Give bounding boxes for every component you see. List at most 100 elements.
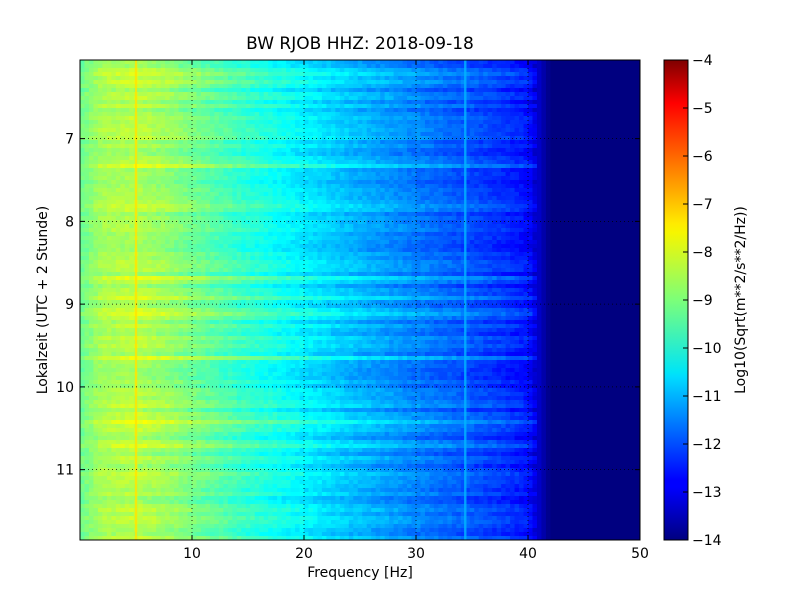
heatmap-cell: [93, 68, 99, 73]
heatmap-cell: [321, 96, 327, 101]
heatmap-cell: [433, 184, 439, 189]
heatmap-cell: [631, 152, 637, 157]
heatmap-cell: [532, 60, 538, 65]
heatmap-cell: [532, 112, 538, 117]
heatmap-cell: [178, 152, 184, 157]
heatmap-cell: [254, 92, 260, 97]
heatmap-cell: [429, 208, 435, 213]
heatmap-cell: [375, 92, 381, 97]
heatmap-cell: [617, 88, 623, 93]
heatmap-cell: [254, 152, 260, 157]
heatmap-cell: [80, 84, 86, 89]
heatmap-cell: [595, 84, 601, 89]
heatmap-cell: [80, 200, 86, 205]
heatmap-cell: [362, 76, 368, 81]
heatmap-cell: [581, 80, 587, 85]
heatmap-cell: [200, 132, 207, 137]
heatmap-cell: [344, 208, 350, 213]
heatmap-cell: [147, 112, 153, 117]
heatmap-cell: [528, 204, 534, 209]
heatmap-cell: [599, 80, 605, 85]
heatmap-cell: [586, 120, 592, 125]
heatmap-cell: [147, 176, 153, 181]
heatmap-cell: [281, 172, 287, 177]
heatmap-cell: [330, 108, 336, 113]
heatmap-cell: [496, 104, 502, 109]
heatmap-cell: [420, 88, 426, 93]
heatmap-cell: [523, 80, 529, 85]
heatmap-cell: [156, 88, 162, 93]
heatmap-cell: [317, 80, 323, 85]
heatmap-cell: [604, 180, 610, 185]
heatmap-cell: [460, 88, 466, 93]
heatmap-cell: [572, 132, 578, 137]
heatmap-cell: [366, 128, 372, 133]
heatmap-cell: [183, 112, 189, 117]
heatmap-cell: [192, 92, 198, 97]
heatmap-cell: [187, 76, 193, 81]
heatmap-cell: [348, 80, 354, 85]
heatmap-cell: [286, 168, 292, 173]
heatmap-cell: [635, 156, 640, 161]
heatmap-cell: [286, 164, 292, 169]
heatmap-cell: [250, 192, 256, 197]
heatmap-cell: [281, 108, 287, 113]
heatmap-cell: [353, 140, 359, 145]
heatmap-cell: [617, 124, 623, 129]
heatmap-cell: [424, 176, 431, 181]
heatmap-cell: [330, 104, 336, 109]
heatmap-cell: [84, 104, 90, 109]
heatmap-cell: [321, 204, 327, 209]
heatmap-cell: [286, 156, 292, 161]
heatmap-cell: [348, 192, 354, 197]
heatmap-cell: [120, 72, 126, 77]
heatmap-cell: [304, 144, 310, 149]
heatmap-cell: [451, 196, 457, 201]
heatmap-cell: [97, 152, 103, 157]
heatmap-cell: [631, 132, 637, 137]
heatmap-cell: [147, 72, 153, 77]
heatmap-cell: [631, 104, 637, 109]
heatmap-cell: [183, 152, 189, 157]
heatmap-cell: [102, 84, 108, 89]
heatmap-cell: [335, 108, 341, 113]
heatmap-cell: [187, 216, 193, 221]
heatmap-cell: [281, 72, 287, 77]
heatmap-cell: [295, 188, 301, 193]
heatmap-cell: [232, 152, 238, 157]
heatmap-cell: [263, 96, 269, 101]
heatmap-cell: [80, 176, 86, 181]
heatmap-cell: [371, 188, 377, 193]
heatmap-cell: [272, 116, 278, 121]
heatmap-cell: [487, 148, 493, 153]
heatmap-cell: [510, 120, 516, 125]
heatmap-cell: [447, 100, 453, 105]
heatmap-cell: [407, 196, 413, 201]
heatmap-cell: [174, 116, 180, 121]
heatmap-cell: [442, 112, 448, 117]
heatmap-cell: [142, 216, 148, 221]
heatmap-cell: [106, 188, 112, 193]
heatmap-cell: [416, 116, 422, 121]
heatmap-cell: [111, 216, 117, 221]
heatmap-cell: [532, 68, 538, 73]
heatmap-cell: [335, 120, 341, 125]
heatmap-cell: [317, 128, 323, 133]
heatmap-cell: [326, 148, 332, 153]
heatmap-cell: [183, 88, 189, 93]
heatmap-cell: [514, 64, 520, 69]
heatmap-cell: [384, 80, 390, 85]
heatmap-cell: [371, 152, 377, 157]
heatmap-cell: [151, 64, 157, 69]
heatmap-cell: [402, 72, 408, 77]
heatmap-cell: [393, 92, 399, 97]
heatmap-cell: [402, 184, 408, 189]
heatmap-cell: [205, 100, 211, 105]
heatmap-cell: [474, 120, 480, 125]
heatmap-cell: [353, 116, 359, 121]
heatmap-cell: [393, 204, 399, 209]
heatmap-cell: [286, 160, 292, 165]
heatmap-cell: [613, 152, 619, 157]
heatmap-cell: [192, 160, 198, 165]
heatmap-cell: [290, 108, 296, 113]
